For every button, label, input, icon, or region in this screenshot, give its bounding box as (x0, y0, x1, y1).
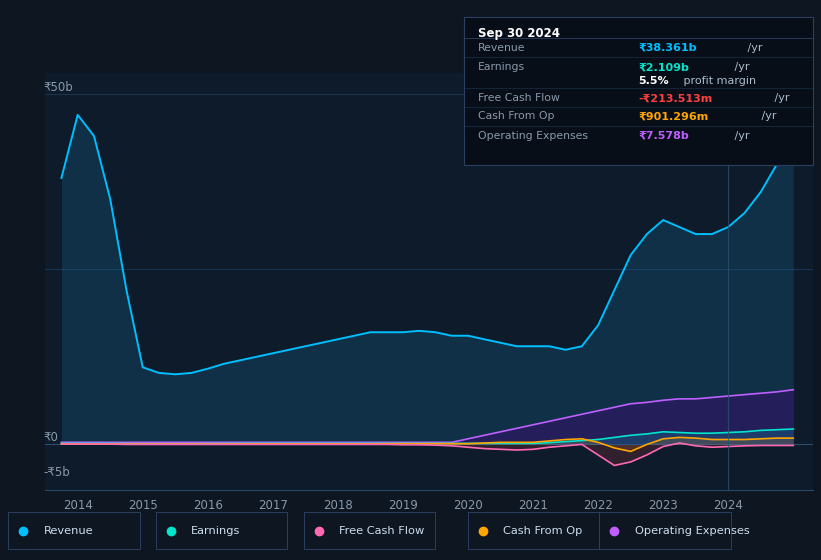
Text: /yr: /yr (732, 62, 750, 72)
Text: Sep 30 2024: Sep 30 2024 (478, 27, 560, 40)
Text: Earnings: Earnings (478, 62, 525, 72)
Text: 5.5%: 5.5% (639, 76, 669, 86)
Text: Cash From Op: Cash From Op (478, 111, 554, 121)
Text: ₹0: ₹0 (44, 431, 58, 445)
Text: ₹901.296m: ₹901.296m (639, 111, 709, 121)
Text: Cash From Op: Cash From Op (503, 526, 583, 535)
Text: Operating Expenses: Operating Expenses (635, 526, 750, 535)
Text: ₹38.361b: ₹38.361b (639, 43, 697, 53)
Text: /yr: /yr (771, 94, 790, 104)
Text: /yr: /yr (732, 130, 750, 141)
Text: /yr: /yr (745, 43, 763, 53)
Text: Earnings: Earnings (191, 526, 241, 535)
Text: ₹50b: ₹50b (44, 81, 73, 94)
Text: profit margin: profit margin (680, 76, 756, 86)
Text: Revenue: Revenue (478, 43, 525, 53)
Text: Free Cash Flow: Free Cash Flow (339, 526, 424, 535)
Text: ₹7.578b: ₹7.578b (639, 130, 689, 141)
Text: -₹213.513m: -₹213.513m (639, 94, 713, 104)
Text: Operating Expenses: Operating Expenses (478, 130, 588, 141)
Text: /yr: /yr (758, 111, 776, 121)
Text: Free Cash Flow: Free Cash Flow (478, 94, 560, 104)
Text: ₹2.109b: ₹2.109b (639, 62, 689, 72)
Text: Revenue: Revenue (44, 526, 93, 535)
Text: -₹5b: -₹5b (44, 466, 71, 479)
